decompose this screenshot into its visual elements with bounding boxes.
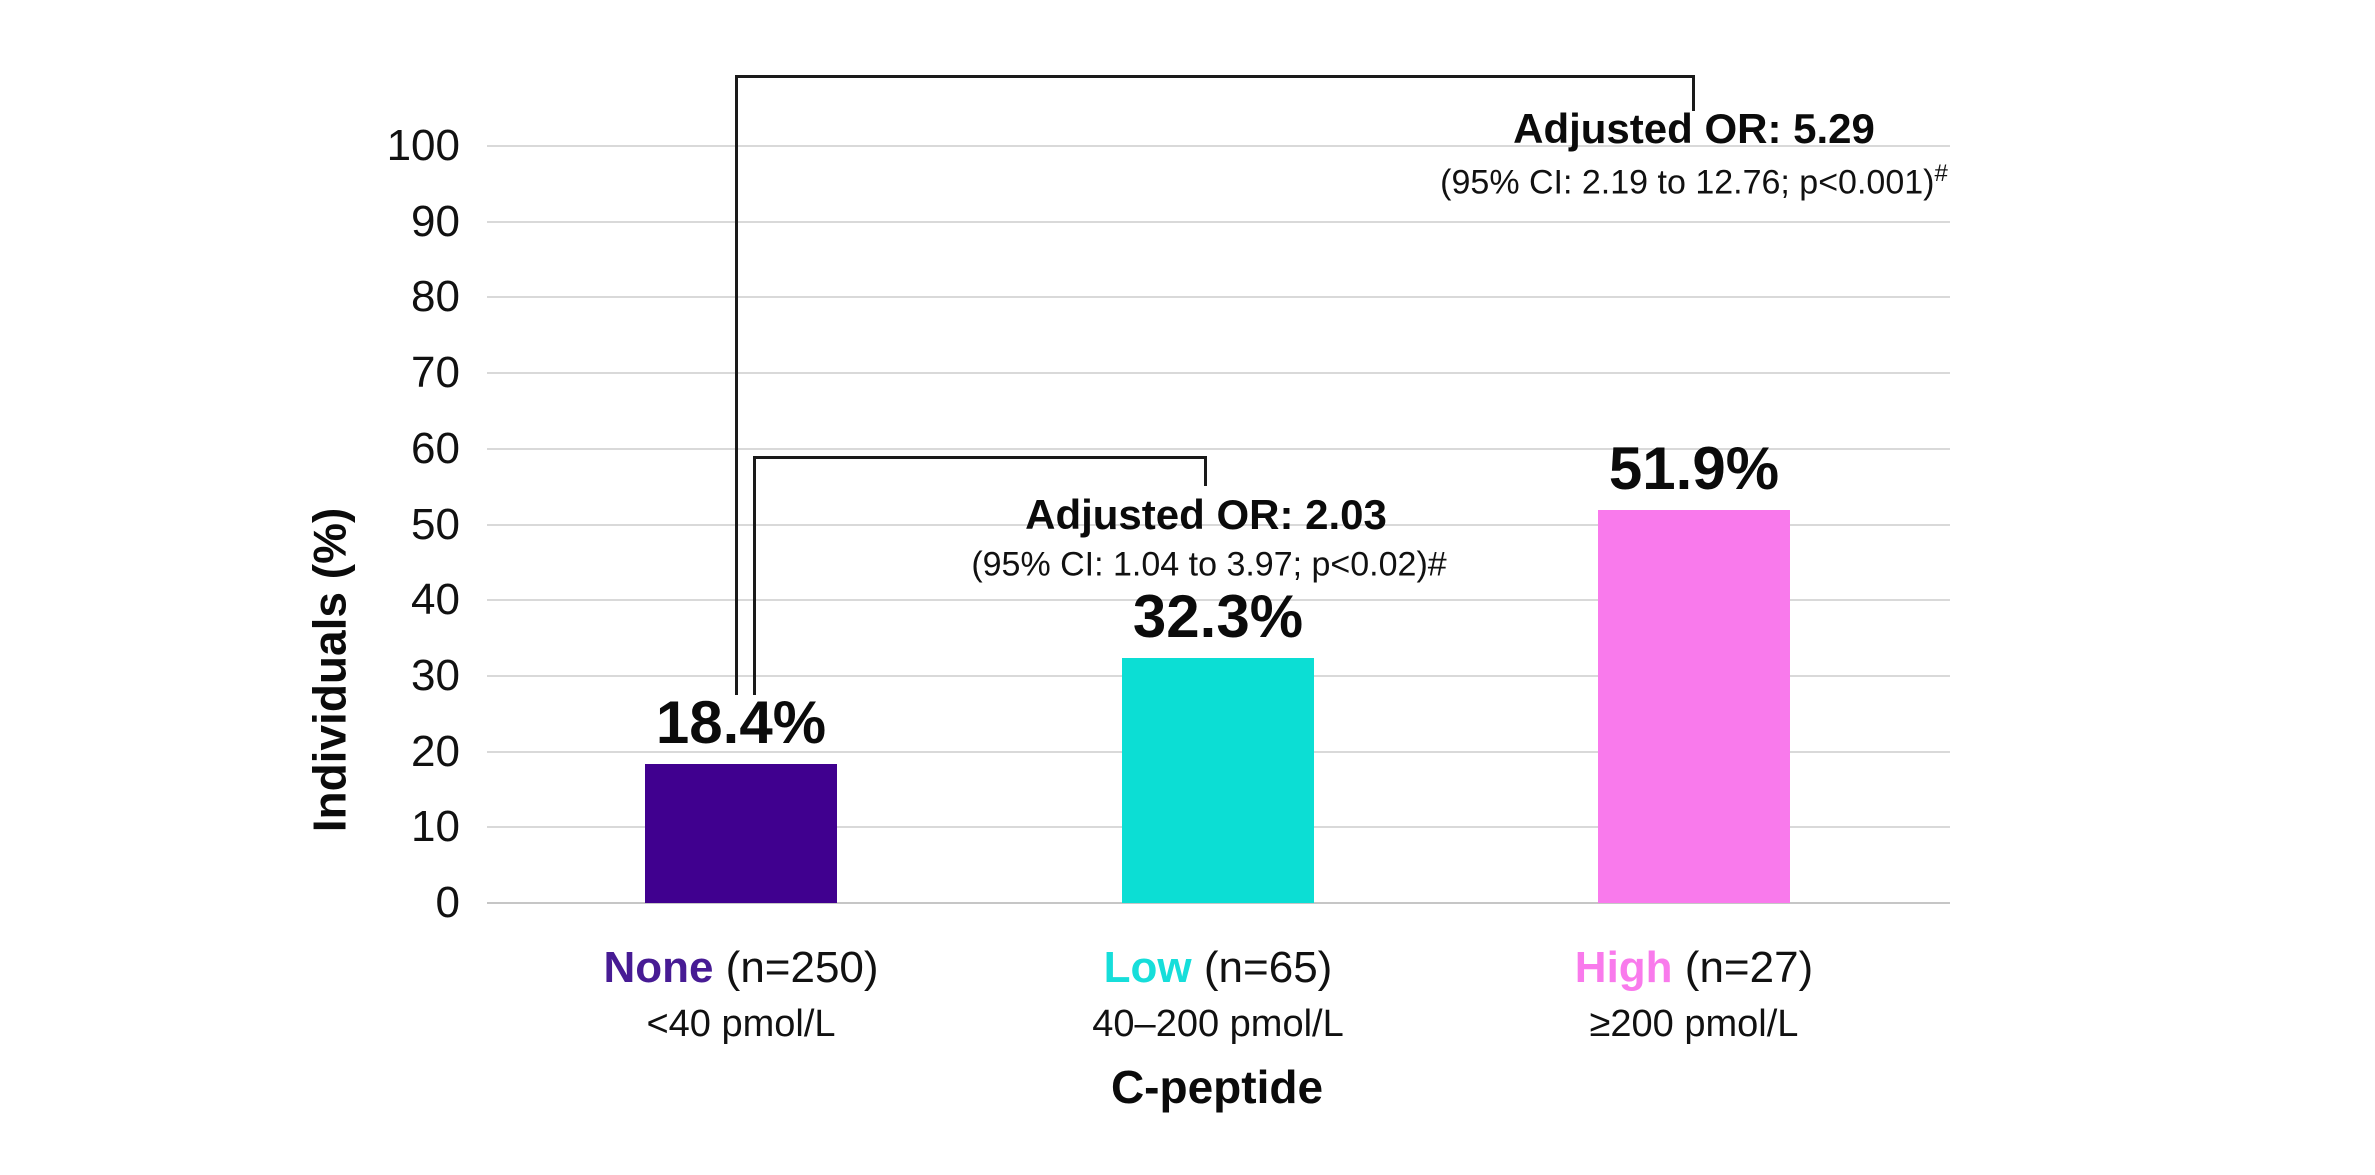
y-tick-40: 40 xyxy=(411,575,460,625)
gridline-60 xyxy=(487,447,1950,450)
category-label-high: High (n=27) xyxy=(1575,942,1813,995)
y-tick-0: 0 xyxy=(435,878,460,927)
category-range-high: ≥200 pmol/L xyxy=(1589,1003,1799,1045)
category-name-none: None xyxy=(603,943,714,992)
annotation-superscript: # xyxy=(1934,160,1948,187)
y-tick-60: 60 xyxy=(411,423,460,473)
annotation-or-5-29-detail: (95% CI: 2.19 to 12.76; p<0.001)# xyxy=(1440,160,1948,202)
x-axis-title: C-peptide xyxy=(1110,1061,1324,1113)
gridline-100 xyxy=(487,145,1950,147)
category-n-low: (n=65) xyxy=(1203,943,1333,992)
annotation-or-5-29-title: Adjusted OR: 5.29 xyxy=(1513,105,1875,152)
category-name-low: Low xyxy=(1103,943,1192,992)
category-range-none: <40 pmol/L xyxy=(646,1003,836,1045)
category-range-low: 40–200 pmol/L xyxy=(1092,1003,1344,1045)
y-tick-80: 80 xyxy=(411,272,460,322)
gridline-40 xyxy=(487,599,1950,602)
bracket-large-left-vertical xyxy=(735,75,738,695)
gridline-0 xyxy=(487,902,1950,904)
y-tick-20: 20 xyxy=(411,726,460,776)
bar-low xyxy=(1122,658,1314,903)
bracket-large-right-vertical xyxy=(1692,75,1695,111)
y-axis-title: Individuals (%) xyxy=(303,507,356,833)
annotation-or-2-03-title: Adjusted OR: 2.03 xyxy=(1025,491,1387,538)
gridline-80 xyxy=(487,296,1950,299)
bracket-small-right-vertical xyxy=(1204,456,1207,486)
y-tick-100: 100 xyxy=(386,121,460,170)
bar-value-label-high: 51.9% xyxy=(1608,435,1780,503)
bracket-small-horizontal xyxy=(753,456,1207,459)
category-label-low: Low (n=65) xyxy=(1104,942,1333,995)
y-tick-10: 10 xyxy=(411,802,460,852)
y-tick-70: 70 xyxy=(411,348,460,398)
gridline-50 xyxy=(487,523,1950,526)
category-label-none: None (n=250) xyxy=(603,942,878,995)
gridline-70 xyxy=(487,372,1950,375)
gridline-90 xyxy=(487,220,1950,223)
bar-value-label-low: 32.3% xyxy=(1132,583,1304,651)
bar-high xyxy=(1598,510,1790,903)
annotation-or-2-03-detail: (95% CI: 1.04 to 3.97; p<0.02)# xyxy=(971,545,1447,584)
category-n-none: (n=250) xyxy=(725,943,879,992)
y-tick-90: 90 xyxy=(411,196,460,246)
category-n-high: (n=27) xyxy=(1684,943,1814,992)
y-tick-30: 30 xyxy=(411,650,460,700)
bar-none xyxy=(645,763,837,903)
bracket-small-left-vertical xyxy=(753,456,756,695)
bar-value-label-none: 18.4% xyxy=(655,688,827,756)
category-name-high: High xyxy=(1574,943,1673,992)
y-tick-50: 50 xyxy=(411,499,460,549)
bracket-large-horizontal xyxy=(735,75,1695,78)
